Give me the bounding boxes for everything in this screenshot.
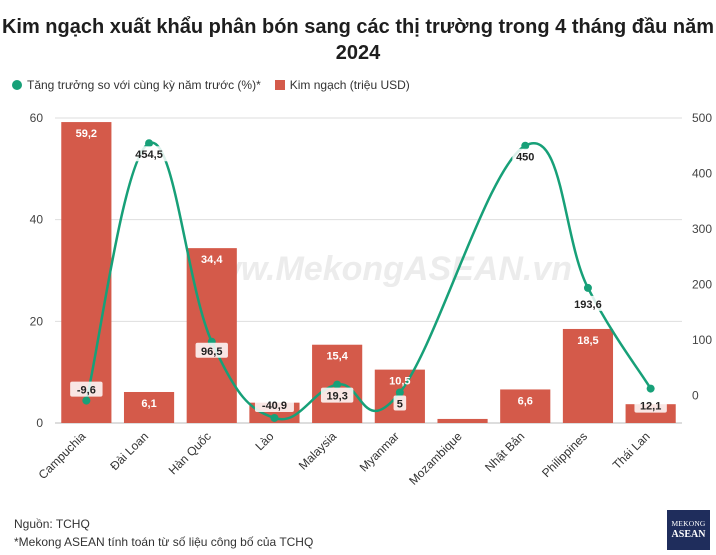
chart-title: Kim ngạch xuất khẩu phân bón sang các th… <box>1 16 715 64</box>
x-axis-labels: Campuchia Đài Loan Hàn Quốc Lào Malaysia Myan… <box>36 429 653 488</box>
watermark: www.MekongASEAN.vn <box>188 250 572 288</box>
logo-line2: ASEAN <box>671 529 706 540</box>
growth-label-5-bg <box>393 395 407 411</box>
bar-label-4: 15,4 <box>326 351 348 363</box>
growth-label-3: -40,9 <box>262 400 287 412</box>
right-axis: 0 100 200 300 400 500 <box>692 111 712 402</box>
bar-label-5: 10,5 <box>389 376 410 388</box>
bar-label-1: 6,1 <box>141 398 156 410</box>
bar-1 <box>123 391 175 423</box>
growth-point-3 <box>270 413 279 422</box>
x-label-5: Myanmar <box>357 429 402 474</box>
growth-label-8-bg <box>568 295 608 311</box>
growth-label-2-bg <box>195 342 228 358</box>
left-axis: 0 20 40 60 <box>30 111 44 430</box>
growth-point-0 <box>82 396 91 405</box>
mekong-asean-logo: MEKONG ASEAN <box>667 510 710 550</box>
growth-label-2: 96,5 <box>201 346 222 358</box>
legend-value-marker <box>274 80 285 90</box>
logo-line1: MEKONG <box>671 519 706 528</box>
x-label-3: Lào <box>253 429 277 453</box>
growth-label-0-bg <box>70 381 103 397</box>
growth-label-9-bg <box>634 397 667 413</box>
left-tick-60: 60 <box>30 111 44 125</box>
x-label-2: Hàn Quốc <box>166 429 214 477</box>
left-tick-20: 20 <box>30 314 44 328</box>
growth-label-8: 193,6 <box>574 299 602 311</box>
growth-label-5: 5 <box>397 399 403 411</box>
growth-label-4-bg <box>320 387 354 403</box>
growth-label-3-bg <box>254 396 294 412</box>
right-tick-300: 300 <box>692 222 712 236</box>
legend-growth-label: Tăng trưởng so với cùng kỳ năm trước (%)… <box>27 78 261 92</box>
bar-7 <box>500 389 551 423</box>
data-labels: 59,2 6,1 34,4 15,4 10,5 6,6 18,5 -9,6 454,5 96,5 -… <box>70 128 667 413</box>
growth-point-5 <box>395 388 404 397</box>
bar-label-0: 59,2 <box>76 128 97 140</box>
x-label-8: Philippines <box>539 429 590 480</box>
x-label-4: Malaysia <box>296 429 340 473</box>
right-tick-0: 0 <box>692 388 699 402</box>
right-tick-200: 200 <box>692 277 712 291</box>
growth-label-1: 454,5 <box>135 149 163 161</box>
growth-label-0: -9,6 <box>77 385 96 397</box>
bar-label-7: 6,6 <box>518 395 533 407</box>
x-label-0: Campuchia <box>36 429 89 482</box>
growth-point-7 <box>521 141 530 150</box>
right-tick-500: 500 <box>692 111 712 125</box>
x-label-9: Thái Lan <box>610 429 653 472</box>
legend-growth-marker <box>12 80 22 90</box>
chart-canvas: www.MekongASEAN.vn 0 20 40 60 0 100 200 300 400… <box>30 111 713 488</box>
bar-label-8: 18,5 <box>577 335 598 347</box>
bar-6 <box>437 418 488 423</box>
bar-0 <box>61 122 112 424</box>
growth-point-8 <box>583 283 592 292</box>
line-series <box>82 139 655 422</box>
bar-2 <box>186 248 237 423</box>
growth-label-7-bg <box>512 148 539 164</box>
bar-series <box>61 122 676 424</box>
growth-point-1 <box>145 139 154 148</box>
left-tick-0: 0 <box>36 416 43 430</box>
growth-label-7: 450 <box>516 152 534 164</box>
bar-label-2: 34,4 <box>201 254 223 266</box>
source-note: Nguồn: TCHQ <box>14 517 90 531</box>
right-tick-100: 100 <box>692 333 712 347</box>
calc-note: *Mekong ASEAN tính toán từ số liệu công … <box>14 535 314 549</box>
legend-value-label: Kim ngạch (triệu USD) <box>289 78 410 92</box>
growth-point-4 <box>333 380 342 389</box>
growth-label-9: 12,1 <box>640 401 661 413</box>
right-tick-400: 400 <box>692 166 712 180</box>
bar-8 <box>562 328 614 423</box>
legend: Tăng trưởng so với cùng kỳ năm trước (%)… <box>12 78 424 92</box>
growth-label-4: 19,3 <box>326 391 347 403</box>
x-label-7: Nhật Bản <box>482 429 527 474</box>
growth-label-1-bg <box>129 146 169 162</box>
legend-item-value[interactable]: Kim ngạch (triệu USD) <box>274 78 410 92</box>
growth-point-9 <box>646 384 655 393</box>
left-tick-40: 40 <box>30 213 44 227</box>
x-label-1: Đài Loan <box>107 429 151 473</box>
legend-item-growth[interactable]: Tăng trưởng so với cùng kỳ năm trước (%)… <box>12 78 261 92</box>
x-label-6: Mozambique <box>406 429 465 488</box>
